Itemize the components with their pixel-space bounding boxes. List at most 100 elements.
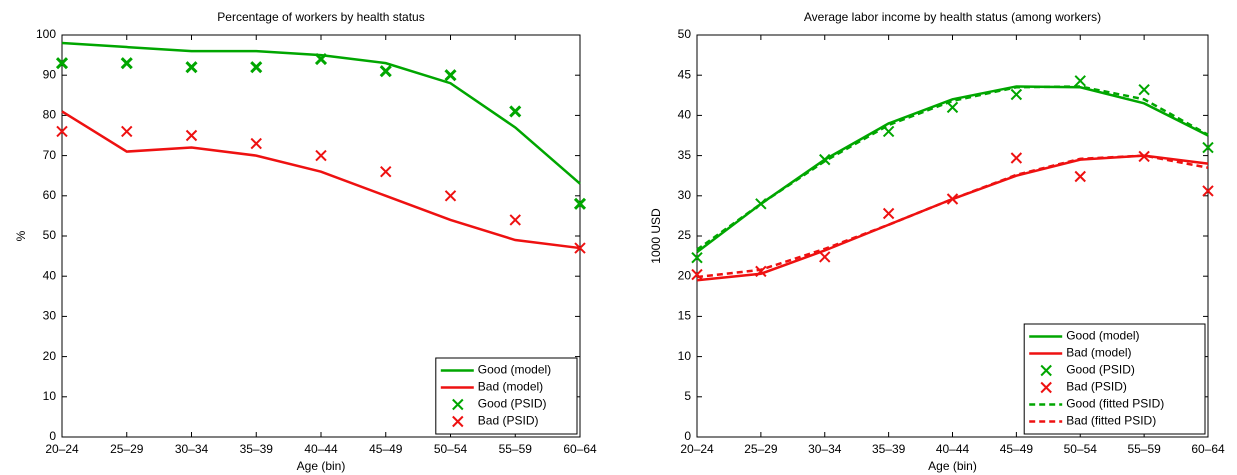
x-tick-label: 45–49 <box>369 442 403 456</box>
legend-label: Bad (PSID) <box>1066 380 1127 394</box>
chart-title: Average labor income by health status (a… <box>804 10 1101 24</box>
marker <box>121 125 133 138</box>
x-tick-label: 30–34 <box>175 442 209 456</box>
x-axis-label: Age (bin) <box>928 459 977 473</box>
marker <box>314 53 328 66</box>
y-tick-label: 15 <box>678 309 692 323</box>
x-tick-label: 20–24 <box>680 442 714 456</box>
marker <box>185 129 198 142</box>
x-tick-label: 40–44 <box>936 442 970 456</box>
x-axis-label: Age (bin) <box>297 459 346 473</box>
marker <box>509 105 522 118</box>
marker <box>1202 185 1214 197</box>
marker <box>380 165 392 178</box>
legend-swatch <box>452 415 464 428</box>
marker <box>509 214 521 226</box>
y-tick-label: 10 <box>678 349 692 363</box>
y-tick-label: 40 <box>43 268 57 282</box>
marker <box>1138 150 1150 163</box>
y-tick-label: 5 <box>684 389 691 403</box>
marker <box>1074 170 1086 183</box>
series-line <box>696 85 1209 251</box>
marker <box>691 252 703 264</box>
y-tick-label: 100 <box>36 27 56 41</box>
marker <box>946 101 959 114</box>
y-tick-label: 20 <box>678 268 692 282</box>
marker <box>574 242 586 254</box>
y-tick-label: 0 <box>684 429 691 443</box>
y-tick-label: 40 <box>678 108 692 122</box>
series-line <box>61 41 581 185</box>
y-tick-label: 50 <box>43 228 57 242</box>
x-tick-label: 45–49 <box>1000 442 1034 456</box>
legend-label: Bad (model) <box>478 380 543 394</box>
x-tick-label: 35–39 <box>240 442 274 456</box>
marker <box>882 207 895 220</box>
marker <box>1202 141 1214 154</box>
y-tick-label: 25 <box>678 228 692 242</box>
x-tick-label: 25–29 <box>110 442 144 456</box>
marker <box>250 137 262 150</box>
legend-label: Good (model) <box>478 363 551 377</box>
y-tick-label: 35 <box>678 148 692 162</box>
x-tick-label: 60–64 <box>563 442 597 456</box>
x-tick-label: 50–54 <box>434 442 468 456</box>
marker <box>755 265 767 278</box>
y-tick-label: 80 <box>43 108 57 122</box>
marker <box>946 193 959 205</box>
marker <box>444 190 457 202</box>
series-line <box>696 154 1209 279</box>
y-tick-label: 70 <box>43 148 57 162</box>
legend-label: Bad (model) <box>1066 346 1131 360</box>
marker <box>573 197 587 210</box>
legend-box <box>1023 323 1206 435</box>
marker <box>120 57 133 70</box>
legend-swatch <box>452 398 464 411</box>
marker <box>55 57 69 70</box>
legend-swatch <box>1040 381 1052 394</box>
marker <box>444 69 457 82</box>
y-tick-label: 30 <box>43 309 57 323</box>
legend-label: Good (PSID) <box>478 397 547 411</box>
x-tick-label: 60–64 <box>1191 442 1225 456</box>
x-tick-label: 25–29 <box>744 442 778 456</box>
marker <box>185 61 198 74</box>
marker <box>1138 83 1150 96</box>
y-tick-label: 20 <box>43 349 57 363</box>
x-tick-label: 30–34 <box>808 442 842 456</box>
y-axis-label: % <box>14 230 28 241</box>
legend-label: Good (fitted PSID) <box>1066 397 1164 411</box>
x-tick-label: 20–24 <box>45 442 79 456</box>
marker <box>691 268 703 281</box>
chart-title: Percentage of workers by health status <box>217 10 424 24</box>
y-tick-label: 0 <box>49 429 56 443</box>
series-line <box>61 110 581 250</box>
y-tick-label: 60 <box>43 188 57 202</box>
marker <box>379 65 392 78</box>
y-axis-label: 1000 USD <box>649 208 663 264</box>
marker <box>819 251 831 263</box>
y-tick-label: 10 <box>43 389 57 403</box>
legend-label: Good (PSID) <box>1066 363 1135 377</box>
marker <box>1010 152 1023 164</box>
x-tick-label: 55–59 <box>499 442 533 456</box>
x-tick-label: 55–59 <box>1127 442 1161 456</box>
legend-label: Bad (fitted PSID) <box>1066 414 1156 428</box>
legend-label: Bad (PSID) <box>478 414 539 428</box>
x-tick-label: 35–39 <box>872 442 906 456</box>
marker <box>250 61 263 74</box>
marker <box>1010 88 1023 101</box>
x-tick-label: 40–44 <box>304 442 338 456</box>
legend-swatch <box>1040 364 1052 377</box>
x-tick-label: 50–54 <box>1064 442 1098 456</box>
marker <box>315 149 327 162</box>
marker <box>1074 75 1086 87</box>
y-tick-label: 90 <box>43 67 57 81</box>
y-tick-label: 30 <box>678 188 692 202</box>
legend-label: Good (model) <box>1066 329 1139 343</box>
y-tick-label: 50 <box>678 27 692 41</box>
marker <box>56 125 68 138</box>
y-tick-label: 45 <box>678 67 692 81</box>
